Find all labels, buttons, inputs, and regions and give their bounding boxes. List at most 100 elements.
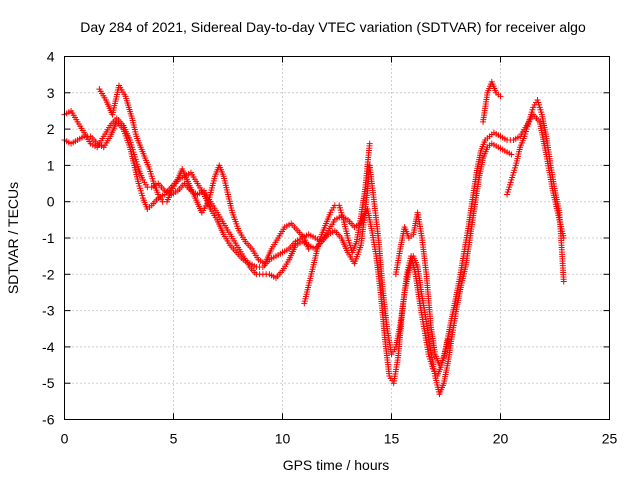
data-point-trail [366,164,377,203]
data-point-trail [115,120,125,131]
data-point-trail [333,229,343,240]
data-point-trail [449,306,460,334]
data-point-trail [471,179,482,210]
data-point-trail [437,382,446,395]
data-point-trail [489,81,499,94]
data-point-trail [208,208,219,221]
data-point-trail [221,233,232,247]
data-point-trail [176,182,186,192]
y-axis-label: SDTVAR / TECUs [5,182,21,294]
data-point-trail [248,265,258,276]
data-point-trail [323,211,333,225]
data-point-trail [143,157,152,170]
data-point-trail [195,182,206,196]
x-tick-label: 10 [275,431,291,447]
y-tick-label: -4 [42,339,55,355]
x-axis-label: GPS time / hours [283,457,390,473]
data-point-trail [350,240,359,254]
data-point-trail [419,237,430,276]
data-point-trail [369,230,379,257]
grid-lines [64,56,610,420]
data-point-trail [421,328,432,355]
data-point-trail [283,221,293,229]
data-point-trail [109,84,122,116]
data-point-trail [469,171,480,203]
data-point-trail [326,219,337,232]
data-point-trail [513,146,523,167]
data-point-trail [75,121,86,134]
data-point [305,245,312,252]
data-point-trail [127,146,137,167]
data-point-trail [320,233,330,243]
data-point-trail [96,141,105,150]
data-point-trail [526,106,536,123]
data-point-trail [275,250,284,258]
chart-title: Day 284 of 2021, Sidereal Day-to-day VTE… [80,19,586,35]
x-tick-label: 25 [602,431,618,447]
data-point-trail [460,230,471,257]
data-point-trail [441,338,451,359]
data-point-trail [531,99,540,108]
data-point-trail [123,95,135,120]
data-point-trail [205,175,218,203]
data-point-trail [548,164,558,192]
data-point-trail [412,273,423,305]
data-point-trail [375,237,386,290]
data-point-trail [535,99,545,116]
data-point-trail [411,255,420,268]
data-point-trail [437,357,446,366]
data-point-trail [147,168,157,185]
data-point-trail [480,92,491,123]
data-point-trail [82,131,93,145]
data-point-trail [415,211,425,239]
data-point-trail [556,211,565,246]
data-point-trail [456,255,467,283]
data-point-trail [156,182,167,192]
data-series [96,82,312,267]
data-point-trail [358,186,369,217]
data-series [61,118,515,398]
data-point-trail [248,261,258,269]
data-point-trail [76,134,85,142]
data-point [560,278,567,285]
data-point-trail [428,324,438,355]
data-point [445,336,452,343]
data-point-trail [497,145,506,153]
data-point-trail [269,237,280,250]
data-series [392,209,452,369]
data-point-trail [354,215,364,243]
y-tick-label: 2 [47,121,55,137]
data-point-trail [296,229,306,240]
data-point-trail [225,193,235,214]
data-point-trail [180,168,191,185]
data-point-trail [228,244,239,254]
data-point-trail [140,197,150,210]
data-point-trail [221,222,232,236]
y-tick-label: -1 [42,230,55,246]
data-point-trail [89,141,99,150]
data-point-trail [242,257,251,266]
data-point-trail [228,233,239,247]
data-point-trail [287,240,297,251]
data-point-trail [150,196,160,207]
data-point-trail [327,228,336,237]
data-point-trail [183,182,193,192]
data-point-trail [250,248,261,261]
y-tick-label: -2 [42,266,55,282]
data-point-trail [334,214,343,222]
data-point-trail [467,208,478,239]
data-point-trail [131,164,142,185]
data-point-trail [164,189,174,203]
data-point-trail [377,291,388,341]
data-point-trail [509,164,519,181]
data-point-trail [387,375,396,384]
data-point-trail [115,117,125,127]
data-point-trail [138,146,148,159]
data-point-trail [131,153,141,170]
y-tick-label: 3 [47,85,55,101]
data-point-trail [490,141,500,150]
data-points [61,78,567,398]
data-point-trail [341,219,351,239]
data-point-trail [221,175,231,196]
